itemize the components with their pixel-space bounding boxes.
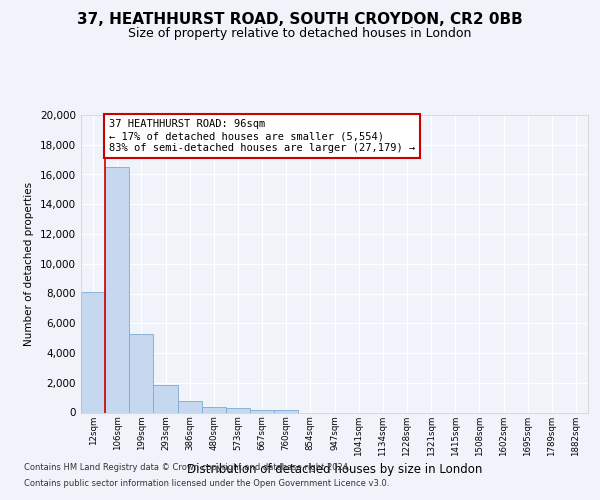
Text: Contains HM Land Registry data © Crown copyright and database right 2024.: Contains HM Land Registry data © Crown c… — [24, 464, 350, 472]
Bar — [81, 292, 105, 412]
Y-axis label: Number of detached properties: Number of detached properties — [25, 182, 34, 346]
Bar — [274, 410, 298, 412]
Bar — [202, 407, 226, 412]
Bar — [105, 167, 129, 412]
Bar — [250, 410, 274, 412]
Text: 37 HEATHHURST ROAD: 96sqm
← 17% of detached houses are smaller (5,554)
83% of se: 37 HEATHHURST ROAD: 96sqm ← 17% of detac… — [109, 120, 415, 152]
Text: 37, HEATHHURST ROAD, SOUTH CROYDON, CR2 0BB: 37, HEATHHURST ROAD, SOUTH CROYDON, CR2 … — [77, 12, 523, 28]
Bar — [226, 408, 250, 412]
Text: Size of property relative to detached houses in London: Size of property relative to detached ho… — [128, 28, 472, 40]
Text: Contains public sector information licensed under the Open Government Licence v3: Contains public sector information licen… — [24, 478, 389, 488]
Bar — [154, 385, 178, 412]
X-axis label: Distribution of detached houses by size in London: Distribution of detached houses by size … — [187, 462, 482, 475]
Bar — [178, 402, 202, 412]
Bar — [129, 334, 154, 412]
